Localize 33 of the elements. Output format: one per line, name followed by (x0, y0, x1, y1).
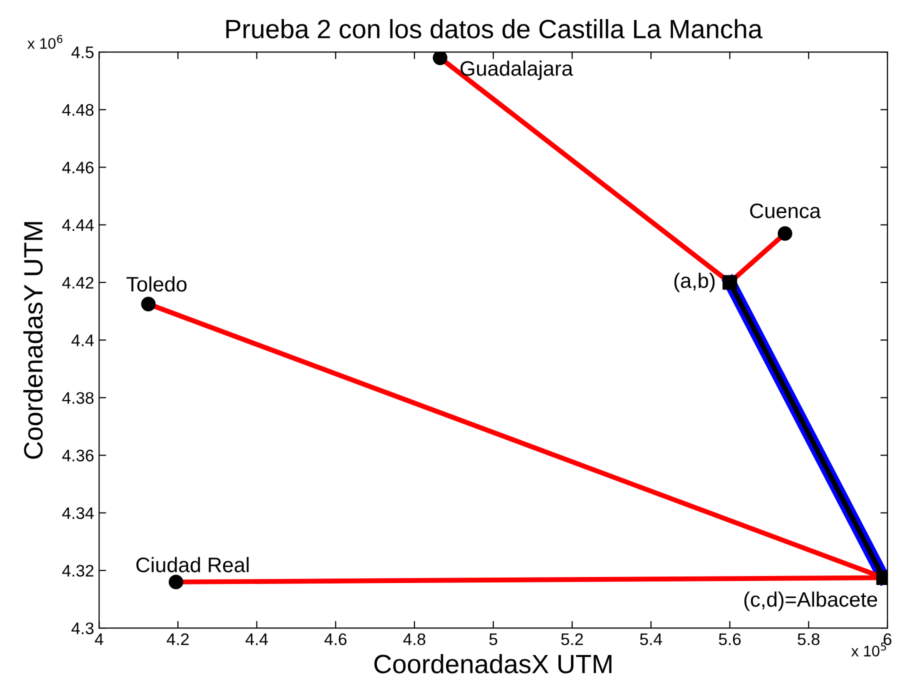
x-tick-label: 5 (489, 634, 498, 646)
y-axis-title: CoordenadasY UTM (23, 222, 43, 459)
y-tick-label: 4.5 (71, 46, 94, 58)
x-tick-label: 5.8 (798, 633, 820, 646)
annotation: Toledo (126, 276, 187, 292)
y-tick-label: 4.36 (62, 450, 94, 462)
annotation: (a,b) (674, 272, 715, 292)
y-tick-label: 4.34 (62, 507, 94, 520)
x-axis-title: CoordenadasX UTM (374, 654, 612, 674)
x-tick-label: 4.8 (403, 633, 426, 646)
x-tick-label: 4 (94, 634, 104, 646)
annotation: Ciudad Real (136, 557, 249, 572)
annotation: (c,d)=Albacete (744, 592, 878, 611)
y-tick-label: 4.48 (62, 104, 94, 116)
text: x 10$^{6}$ (27, 34, 62, 49)
y-tick-label: 4.32 (62, 564, 94, 577)
x-tick-label: 6 (884, 633, 892, 646)
x-tick-label: 5.4 (640, 634, 662, 646)
x-tick-label: 5.6 (718, 633, 741, 646)
y-tick-label: 4.46 (62, 162, 94, 174)
text: x 10$^{5}$ (851, 642, 886, 656)
x-tick-label: 4.4 (246, 634, 268, 646)
annotation: Cuenca (750, 204, 821, 218)
y-tick-label: 4.3 (71, 622, 94, 634)
y-tick-label: 4.42 (62, 276, 94, 288)
x-tick-label: 4.2 (166, 633, 189, 646)
x-tick-label: 4.6 (324, 633, 346, 646)
x-tick-label: 5.2 (561, 633, 583, 646)
y-tick-label: 4.38 (62, 392, 94, 404)
y-tick-label: 4.44 (62, 219, 94, 231)
y-tick-label: 4.4 (71, 334, 94, 346)
chart-title: Prueba 2 con los datos de Castilla La Mancha (226, 19, 762, 38)
annotation: Guadalajara (460, 60, 574, 80)
